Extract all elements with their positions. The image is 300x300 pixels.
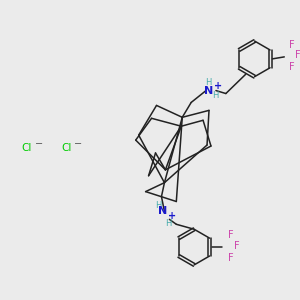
Text: N: N xyxy=(158,206,167,216)
Text: F: F xyxy=(234,241,240,251)
Text: F: F xyxy=(295,50,300,60)
Text: F: F xyxy=(290,62,295,72)
Text: N: N xyxy=(204,85,214,96)
Text: H: H xyxy=(155,201,162,210)
Text: F: F xyxy=(228,230,234,240)
Text: H: H xyxy=(212,91,218,100)
Text: Cl: Cl xyxy=(22,143,32,153)
Text: F: F xyxy=(228,253,234,263)
Text: H: H xyxy=(165,219,172,228)
Text: H: H xyxy=(205,78,211,87)
Text: +: + xyxy=(214,81,222,91)
Text: Cl: Cl xyxy=(61,143,72,153)
Text: −: − xyxy=(35,139,43,149)
Text: −: − xyxy=(74,139,83,149)
Text: F: F xyxy=(290,40,295,50)
Text: +: + xyxy=(168,212,176,221)
